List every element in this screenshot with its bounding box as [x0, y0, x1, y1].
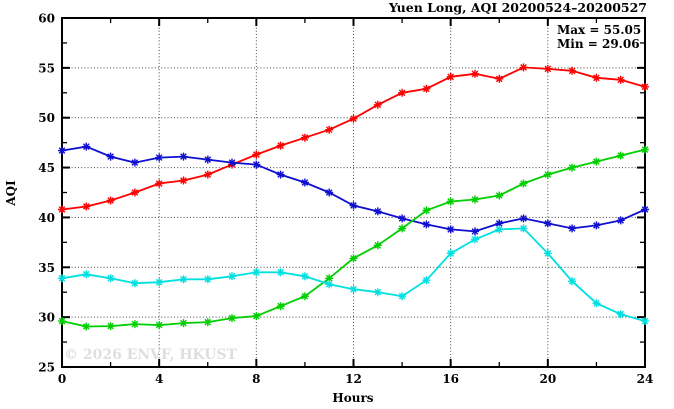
- x-tick-label: 8: [252, 372, 260, 386]
- x-tick-label: 20: [539, 372, 556, 386]
- y-tick-label: 60: [38, 12, 55, 26]
- y-tick-label: 45: [38, 161, 55, 175]
- x-axis-label: Hours: [332, 391, 373, 405]
- x-tick-label: 12: [345, 372, 362, 386]
- y-axis-label: AQI: [4, 180, 18, 207]
- y-tick-label: 55: [38, 61, 55, 75]
- series-markers-blue-series: [58, 142, 649, 236]
- y-tick-label: 30: [38, 311, 55, 325]
- series-blue-series: [58, 142, 649, 236]
- x-tick-label: 4: [155, 372, 163, 386]
- min-annotation: Min = 29.06: [557, 37, 640, 51]
- tick-marks-layer: [61, 17, 646, 368]
- tick-labels-layer: 25 30 35 40 45 50 55 60 0 4 8 12 16 20 24: [38, 12, 653, 387]
- series-green-series: [58, 145, 649, 331]
- y-tick-label: 25: [38, 361, 55, 375]
- x-tick-label: 0: [58, 372, 66, 386]
- watermark: © 2026 ENVF, HKUST: [64, 347, 238, 363]
- y-tick-label: 40: [38, 211, 55, 225]
- x-tick-label: 16: [442, 372, 459, 386]
- series-layer: [58, 63, 649, 331]
- series-red-series: [58, 63, 649, 214]
- x-tick-label: 24: [637, 372, 654, 386]
- series-markers-red-series: [58, 63, 649, 214]
- chart-title: Yuen Long, AQI 20200524–20200527: [388, 0, 647, 15]
- max-annotation: Max = 55.05: [557, 23, 641, 37]
- series-markers-cyan-series: [58, 224, 649, 326]
- series-cyan-series: [58, 224, 649, 326]
- y-tick-label: 35: [38, 261, 55, 275]
- series-markers-green-series: [58, 145, 649, 331]
- y-tick-label: 50: [38, 111, 55, 125]
